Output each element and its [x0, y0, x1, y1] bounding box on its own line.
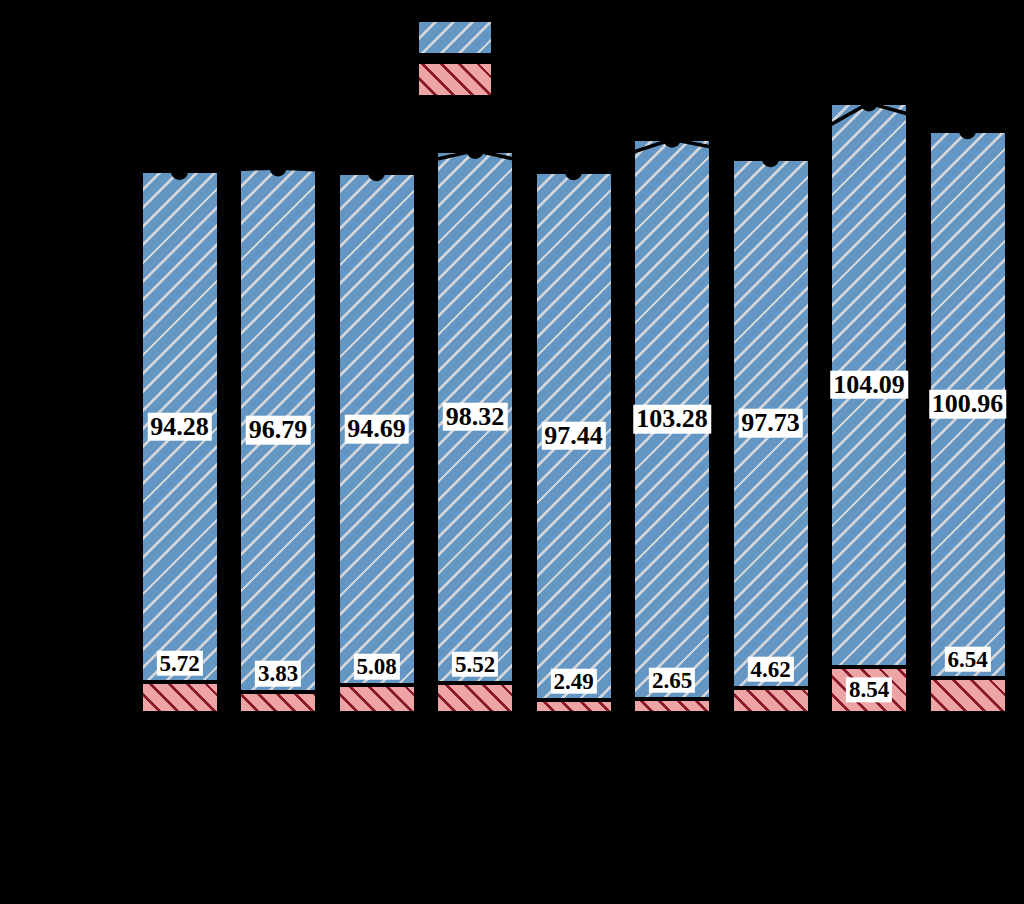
red-value-label-9: 6.54 [944, 646, 990, 671]
blue-value-label-2: 96.79 [246, 416, 311, 445]
red-bar-segment-1 [141, 682, 219, 713]
red-value-label-2: 3.83 [255, 661, 301, 686]
red-value-label-3: 5.08 [353, 654, 399, 679]
blue-value-label-8: 104.09 [830, 371, 908, 400]
red-value-label-6: 2.65 [649, 667, 695, 692]
blue-value-label-1: 94.28 [147, 412, 212, 441]
red-bar-segment-3 [338, 685, 416, 713]
red-bar-segment-9 [929, 678, 1007, 713]
blue-value-label-9: 100.96 [929, 390, 1007, 419]
blue-value-label-5: 97.44 [541, 421, 606, 450]
red-value-label-5: 2.49 [550, 668, 596, 693]
red-bar-segment-2 [239, 692, 317, 713]
red-value-label-4: 5.52 [452, 652, 498, 677]
red-value-label-7: 4.62 [747, 657, 793, 682]
legend-swatch-red [418, 63, 492, 96]
blue-value-label-6: 103.28 [633, 405, 711, 434]
red-value-label-8: 8.54 [846, 677, 892, 702]
red-bar-segment-5 [535, 700, 613, 713]
blue-value-label-4: 98.32 [443, 403, 508, 432]
red-bar-segment-7 [732, 688, 810, 713]
legend-swatch-blue [418, 21, 492, 54]
blue-value-label-3: 94.69 [344, 415, 409, 444]
red-bar-segment-6 [633, 699, 711, 713]
blue-value-label-7: 97.73 [738, 409, 803, 438]
chart-figure: 94.28 5.72 96.79 3.83 94.69 5.08 98.32 5.52 97.4… [0, 0, 1024, 904]
red-value-label-1: 5.72 [156, 651, 202, 676]
red-bar-segment-4 [436, 683, 514, 713]
